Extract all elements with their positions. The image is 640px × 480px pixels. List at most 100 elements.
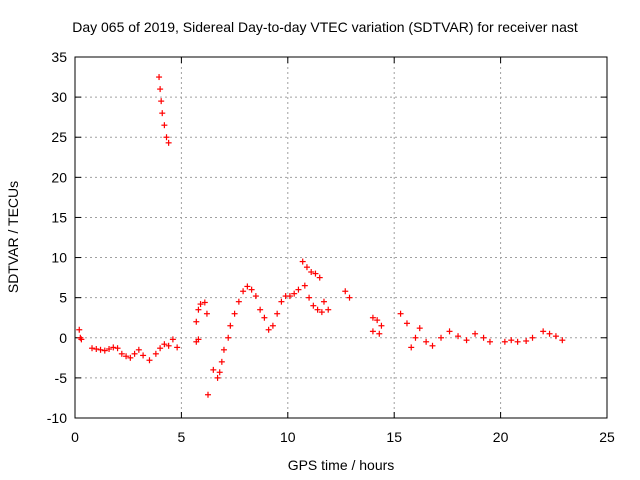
data-point (157, 86, 164, 93)
data-point (89, 345, 96, 352)
data-point (412, 334, 419, 341)
data-point (346, 294, 353, 301)
data-points (76, 74, 566, 398)
y-tick-label: 5 (59, 290, 67, 306)
data-point (216, 369, 223, 376)
data-point (195, 336, 202, 343)
data-point (480, 334, 487, 341)
data-point (306, 294, 313, 301)
y-tick-label: 10 (51, 250, 67, 266)
y-tick-label: -5 (55, 370, 68, 386)
data-point (169, 336, 176, 343)
data-point (286, 293, 293, 300)
data-point (301, 282, 308, 289)
data-point (378, 322, 385, 329)
x-axis-label: GPS time / hours (288, 457, 395, 473)
x-tick-label: 25 (599, 429, 615, 445)
data-point (416, 325, 423, 332)
data-point (227, 322, 234, 329)
data-point (106, 346, 113, 353)
grid-lines (75, 57, 607, 418)
data-point (291, 290, 298, 297)
data-point (195, 306, 202, 313)
data-point (552, 333, 559, 340)
y-tick-label: 20 (51, 169, 67, 185)
data-point (559, 337, 566, 344)
data-point (220, 346, 227, 353)
data-point (157, 345, 164, 352)
x-tick-label: 15 (386, 429, 402, 445)
data-point (397, 310, 404, 317)
x-tick-label: 0 (71, 429, 79, 445)
data-point (529, 334, 536, 341)
data-point (308, 268, 315, 275)
data-point (78, 336, 85, 343)
data-point (101, 347, 108, 354)
data-point (146, 357, 153, 364)
data-point (472, 330, 479, 337)
data-point (156, 74, 163, 81)
y-tick-label: 15 (51, 209, 67, 225)
y-axis-label: SDTVAR / TECUs (5, 181, 21, 293)
data-point (508, 337, 515, 344)
data-point (486, 338, 493, 345)
data-point (403, 320, 410, 327)
data-point (369, 328, 376, 335)
data-point (310, 302, 317, 309)
data-point (201, 299, 208, 306)
data-point (446, 328, 453, 335)
data-point (261, 314, 268, 321)
data-point (244, 283, 251, 290)
data-point (295, 286, 302, 293)
data-point (127, 354, 134, 361)
data-point (438, 334, 445, 341)
data-point (320, 298, 327, 305)
data-point (278, 298, 285, 305)
data-point (118, 350, 125, 357)
data-point (374, 317, 381, 324)
data-point (269, 322, 276, 329)
data-point (135, 346, 142, 353)
data-point (325, 306, 332, 313)
y-tick-label: -10 (47, 410, 67, 426)
data-point (274, 310, 281, 317)
data-point (214, 374, 221, 381)
data-point (265, 326, 272, 333)
data-point (303, 264, 310, 271)
data-point (159, 110, 166, 117)
data-point (463, 337, 470, 344)
data-point (252, 293, 259, 300)
data-point (203, 310, 210, 317)
data-point (210, 366, 217, 373)
data-point (231, 310, 238, 317)
data-point (152, 350, 159, 357)
y-tick-label: 25 (51, 129, 67, 145)
data-point (514, 338, 521, 345)
data-point (423, 338, 430, 345)
data-point (165, 139, 172, 146)
data-point (257, 306, 264, 313)
data-point (318, 309, 325, 316)
data-point (316, 274, 323, 281)
data-point (197, 301, 204, 308)
data-point (218, 358, 225, 365)
data-point (131, 350, 138, 357)
data-point (161, 122, 168, 129)
chart-title: Day 065 of 2019, Sidereal Day-to-day VTE… (72, 19, 578, 35)
y-tick-label: 30 (51, 89, 67, 105)
data-point (225, 334, 232, 341)
data-point (193, 318, 200, 325)
data-point (455, 333, 462, 340)
axis-ticks: 0 5 10 15 20 25 -10 -5 0 5 10 15 20 25 30 35 (47, 49, 615, 445)
x-tick-label: 10 (280, 429, 296, 445)
data-point (93, 346, 100, 353)
data-point (248, 286, 255, 293)
plot-frame (74, 56, 608, 419)
data-point (140, 352, 147, 359)
y-tick-label: 0 (59, 330, 67, 346)
y-tick-label: 35 (51, 49, 67, 65)
data-point (376, 330, 383, 337)
data-point (540, 328, 547, 335)
x-tick-label: 5 (178, 429, 186, 445)
